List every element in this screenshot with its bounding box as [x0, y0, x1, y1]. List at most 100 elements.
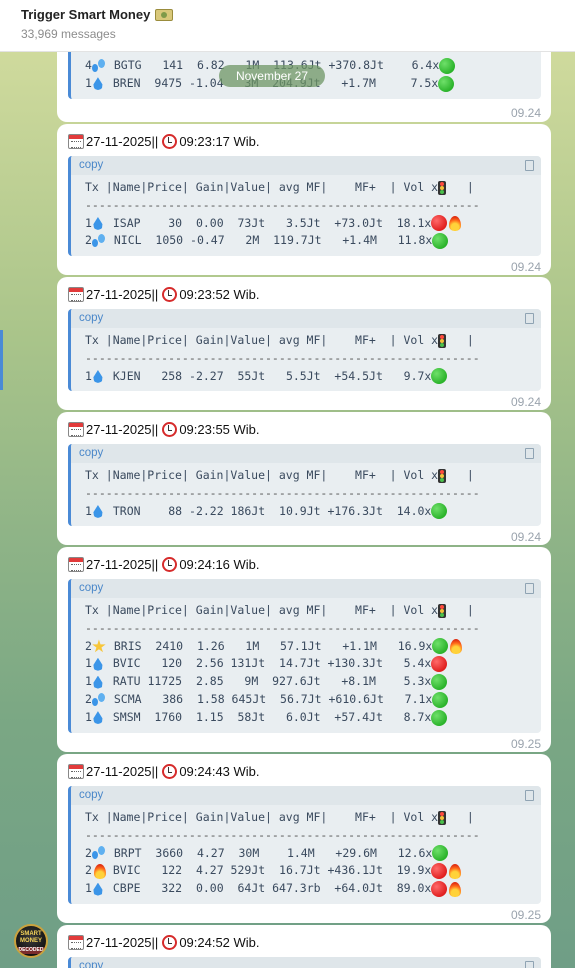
row-values: BVIC 120 2.56 131Jt 14.7Jt +130.3Jt 5.4x	[105, 656, 432, 671]
message-count: 33,969 messages	[21, 27, 116, 41]
tx-count: 1	[85, 368, 92, 383]
droplet-icon	[93, 657, 103, 671]
fire-icon	[449, 881, 462, 897]
copy-label[interactable]: copy	[79, 582, 104, 594]
message-bubble[interactable]: 27-11-2025 || 09:24:43 Wib. copy Tx |Name|…	[57, 754, 551, 923]
green-circle-icon	[432, 691, 449, 708]
separator-line: ----------------------------------------…	[85, 350, 480, 365]
avatar-text-2: MONEY	[19, 938, 42, 944]
red-circle-icon	[431, 215, 448, 232]
table-row: 2 BRIS 2410 1.26 1M 57.1Jt +1.1M 16.9x	[85, 638, 541, 656]
message-bubble[interactable]: 27-11-2025 || 09:23:17 Wib. copy Tx |Name|…	[57, 124, 551, 276]
table-header-text: Tx |Name|Price| Gain|Value| avg MF| MF+ …	[85, 810, 439, 824]
table-header-text: Tx |Name|Price| Gain|Value| avg MF| MF+ …	[85, 603, 439, 617]
table-row: 1 TRON 88 -2.22 186Jt 10.9Jt +176.3Jt 14…	[85, 503, 541, 521]
droplet-icon	[93, 711, 103, 725]
message-clock: 09:23:17 Wib.	[179, 133, 260, 149]
tx-count: 1	[85, 709, 92, 724]
alarm-clock-icon	[162, 286, 178, 302]
header-separator: ||	[151, 556, 159, 572]
message-bubble[interactable]: 27-11-2025 || 09:24:52 Wib. copy	[57, 925, 551, 968]
code-block[interactable]: copy Tx |Name|Price| Gain|Value| avg MF| …	[68, 309, 541, 392]
tx-count: 1	[85, 656, 92, 671]
calendar-icon	[68, 763, 84, 779]
traffic-light-icon	[438, 468, 447, 483]
channel-avatar[interactable]: SMART MONEY DECODED	[14, 924, 48, 958]
tx-count: 2	[85, 638, 92, 653]
alarm-clock-icon	[162, 133, 178, 149]
message-bubble[interactable]: 27-11-2025 || 09:24:16 Wib. copy Tx |Name|…	[57, 547, 551, 752]
table-header-text: Tx |Name|Price| Gain|Value| avg MF| MF+ …	[85, 333, 439, 347]
calendar-icon	[68, 286, 84, 302]
green-circle-icon	[431, 503, 448, 520]
row-values: BRPT 3660 4.27 30M 1.4M +29.6M 12.6x	[106, 845, 433, 860]
message-date: 27-11-2025	[86, 763, 152, 779]
copy-icon[interactable]	[522, 790, 534, 806]
avatar-text-3: DECODED	[16, 947, 46, 954]
message-header: 27-11-2025 || 09:24:16 Wib.	[68, 555, 541, 573]
chat-header[interactable]: Trigger Smart Money 33,969 messages	[0, 0, 575, 52]
green-circle-icon	[432, 638, 449, 655]
table-header-text: Tx |Name|Price| Gain|Value| avg MF| MF+ …	[85, 180, 439, 194]
message-time: 09.24	[510, 395, 541, 410]
message-clock: 09:24:52 Wib.	[179, 934, 260, 950]
code-block[interactable]: copy Tx |Name|Price| Gain|Value| avg MF| …	[68, 579, 541, 733]
table-header: Tx |Name|Price| Gain|Value| avg MF| MF+ …	[85, 332, 541, 350]
message-header: 27-11-2025 || 09:23:17 Wib.	[68, 132, 541, 150]
message-time: 09.25	[510, 736, 541, 751]
copy-label[interactable]: copy	[79, 960, 104, 968]
code-block[interactable]: copy	[68, 957, 541, 968]
message-clock: 09:24:43 Wib.	[179, 763, 260, 779]
copy-label[interactable]: copy	[79, 447, 104, 459]
fire-icon	[93, 863, 106, 879]
separator-line: ----------------------------------------…	[85, 197, 480, 212]
code-block[interactable]: copy Tx |Name|Price| Gain|Value| avg MF| …	[68, 444, 541, 527]
code-block[interactable]: copy Tx |Name|Price| Gain|Value| avg MF| …	[68, 156, 541, 257]
code-block[interactable]: copy Tx |Name|Price| Gain|Value| avg MF| …	[68, 786, 541, 904]
alarm-clock-icon	[162, 556, 178, 572]
copy-label[interactable]: copy	[79, 789, 104, 801]
message-clock: 09:23:52 Wib.	[179, 286, 260, 302]
message-date: 27-11-2025	[86, 286, 152, 302]
fire-icon	[449, 215, 462, 231]
copy-icon[interactable]	[522, 160, 534, 176]
tx-count: 1	[85, 674, 92, 689]
droplet-icon	[93, 504, 103, 518]
message-bubble[interactable]: 27-11-2025 || 09:23:55 Wib. copy Tx |Name|…	[57, 412, 551, 546]
calendar-icon	[68, 934, 84, 950]
row-values: BRIS 2410 1.26 1M 57.1Jt +1.1M 16.9x	[106, 638, 433, 653]
code-body: Tx |Name|Price| Gain|Value| avg MF| MF+ …	[71, 598, 541, 733]
red-circle-icon	[431, 881, 448, 898]
code-body: Tx |Name|Price| Gain|Value| avg MF| MF+ …	[71, 463, 541, 526]
green-circle-icon	[431, 709, 448, 726]
message-bubble[interactable]: 27-11-2025 || 09:23:52 Wib. copy Tx |Name|…	[57, 277, 551, 411]
message-header: 27-11-2025 || 09:24:52 Wib.	[68, 933, 541, 951]
green-circle-icon	[431, 368, 448, 385]
table-row: 1 KJEN 258 -2.27 55Jt 5.5Jt +54.5Jt 9.7x	[85, 368, 541, 386]
separator-line: ----------------------------------------…	[85, 827, 480, 842]
copy-icon[interactable]	[522, 313, 534, 329]
message-date: 27-11-2025	[86, 934, 152, 950]
copy-icon[interactable]	[522, 448, 534, 464]
fire-icon	[449, 863, 462, 879]
row-values: CBPE 322 0.00 64Jt 647.3rb +64.0Jt 89.0x	[105, 881, 432, 896]
message-feed[interactable]: 4 BGTG 141 6.82 1M 113.6Jt +370.8Jt 6.4x…	[0, 52, 575, 968]
table-row: 2 SCMA 386 1.58 645Jt 56.7Jt +610.6Jt 7.…	[85, 691, 541, 709]
alarm-clock-icon	[162, 421, 178, 437]
table-row: 1 BVIC 120 2.56 131Jt 14.7Jt +130.3Jt 5.…	[85, 655, 541, 673]
scroll-indicator	[0, 330, 3, 390]
header-separator: ||	[151, 934, 159, 950]
copy-icon[interactable]	[522, 961, 534, 968]
table-row: 1 RATU 11725 2.85 9M 927.6Jt +8.1M 5.3x	[85, 673, 541, 691]
avatar-text-1: SMART	[20, 931, 42, 937]
copy-label[interactable]: copy	[79, 312, 104, 324]
chat-title-text: Trigger Smart Money	[21, 7, 151, 22]
table-header-text: Tx |Name|Price| Gain|Value| avg MF| MF+ …	[85, 468, 439, 482]
copy-label[interactable]: copy	[79, 159, 104, 171]
tx-count: 2	[85, 233, 92, 248]
code-block-header: copy	[71, 309, 541, 329]
separator-line: ----------------------------------------…	[85, 485, 480, 500]
red-circle-icon	[431, 863, 448, 880]
code-body: Tx |Name|Price| Gain|Value| avg MF| MF+ …	[71, 175, 541, 256]
copy-icon[interactable]	[522, 583, 534, 599]
